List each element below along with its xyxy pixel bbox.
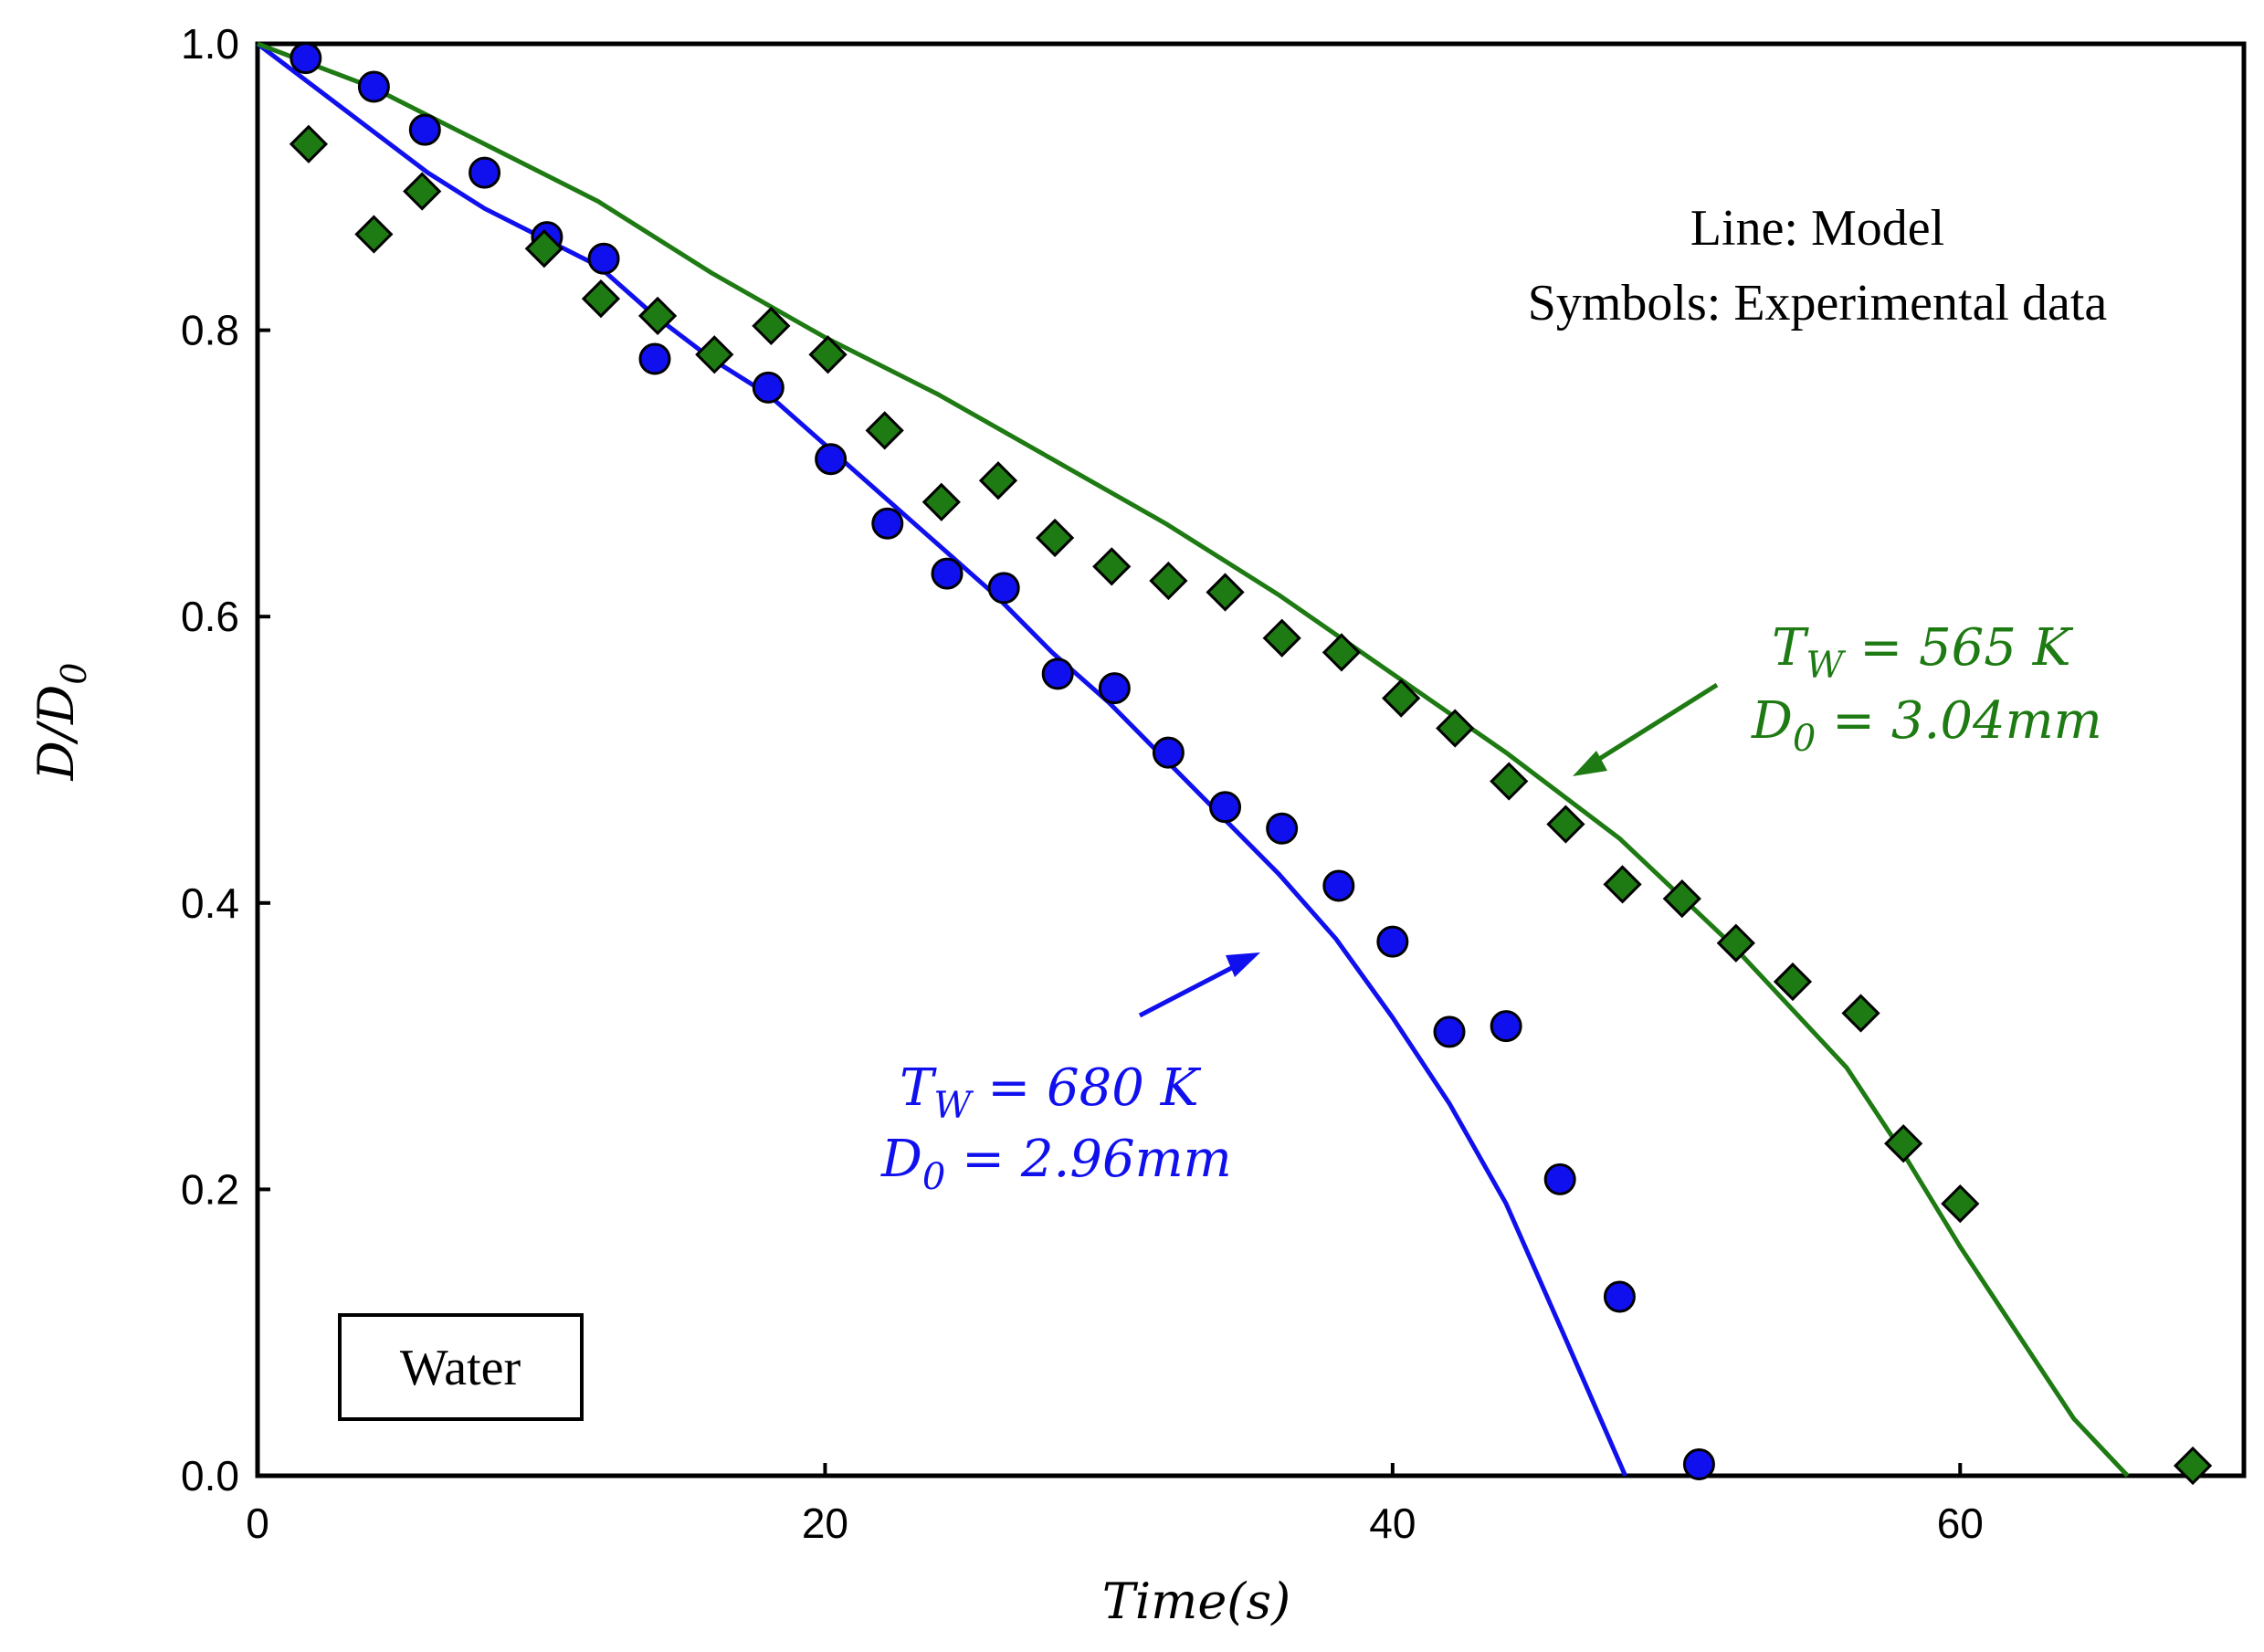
data-point-565k <box>403 172 442 211</box>
legend-note-line2: Symbols: Experimental data <box>1528 275 2108 331</box>
data-point-680k <box>408 113 441 146</box>
data-point-565k <box>1662 879 1701 919</box>
data-point-565k <box>865 411 904 450</box>
x-tick-label: 0 <box>246 1499 269 1547</box>
data-point-565k <box>2173 1446 2213 1486</box>
data-point-565k <box>637 296 678 336</box>
x-axis-ticks: 0 20 40 60 <box>246 1463 1984 1547</box>
water-label: Water <box>400 1340 521 1396</box>
water-box <box>338 1313 584 1421</box>
y-tick-label: 1.0 <box>181 20 239 68</box>
data-point-680k <box>587 242 620 275</box>
data-point-565k <box>1716 923 1755 963</box>
data-point-680k <box>1433 1015 1466 1048</box>
data-point-565k <box>1841 994 1880 1033</box>
data-point-680k <box>1490 1010 1522 1043</box>
data-point-680k <box>1266 812 1299 845</box>
data-point-565k <box>1035 518 1075 558</box>
data-point-565k <box>1436 709 1475 748</box>
x-tick-label: 20 <box>802 1499 848 1547</box>
data-point-680k <box>987 572 1020 605</box>
data-point-565k <box>289 124 329 163</box>
data-point-565k <box>1262 618 1301 658</box>
y-axis-ticks: 0.0 0.2 0.4 0.6 0.8 1.0 <box>181 20 270 1499</box>
data-point-565k <box>752 306 791 346</box>
data-point-565k <box>1941 1184 1980 1224</box>
y-tick-label: 0.8 <box>181 307 239 354</box>
svg-text:TW = 680 K: TW = 680 K <box>900 1058 1202 1127</box>
data-point-680k <box>931 557 964 590</box>
x-axis-title: Time(s) <box>1102 1573 1290 1630</box>
annotation-565k: TW = 565 K D0 = 3.04mm <box>1751 618 2102 760</box>
svg-text:D0 = 3.04mm: D0 = 3.04mm <box>1751 691 2102 760</box>
data-point-565k <box>1206 573 1245 612</box>
legend-note-line1: Line: Model <box>1690 200 1944 257</box>
data-point-565k <box>695 335 734 374</box>
arrowhead-565k <box>1573 751 1607 776</box>
data-point-680k <box>1603 1280 1636 1313</box>
plot-frame <box>255 41 2247 1478</box>
data-point-680k <box>815 443 848 476</box>
data-point-565k <box>1092 547 1132 586</box>
arrow-680k <box>1138 960 1244 1018</box>
svg-text:D0 = 2.96mm: D0 = 2.96mm <box>880 1130 1232 1198</box>
data-point-565k <box>921 482 961 521</box>
data-point-680k <box>1209 791 1242 824</box>
svg-text:D/D0: D/D0 <box>27 663 94 782</box>
data-point-680k <box>1376 925 1409 958</box>
data-point-680k <box>1322 869 1355 902</box>
data-point-565k <box>1546 805 1585 844</box>
data-point-680k <box>1543 1163 1576 1195</box>
data-point-565k <box>1149 561 1188 601</box>
data-point-565k <box>978 461 1018 500</box>
data-point-565k <box>808 335 848 374</box>
data-point-565k <box>1603 865 1642 904</box>
x-tick-label: 40 <box>1369 1499 1416 1547</box>
model-lines <box>256 41 2130 1478</box>
data-point-680k <box>290 42 322 75</box>
model-line-565k <box>257 41 2130 1478</box>
data-point-680k <box>1682 1447 1715 1480</box>
model-line-680k <box>256 42 1627 1477</box>
y-axis-title: D/D0 <box>27 663 94 782</box>
data-point-565k <box>524 229 563 268</box>
data-point-680k <box>357 70 390 103</box>
data-point-565k <box>1773 962 1813 1002</box>
data-point-680k <box>1152 736 1185 769</box>
arrowhead-680k <box>1226 952 1260 977</box>
data-point-680k <box>1041 658 1074 690</box>
data-point-565k <box>354 215 394 254</box>
arrow-565k <box>1587 682 1719 768</box>
y-tick-label: 0.4 <box>181 879 239 927</box>
data-point-565k <box>581 279 621 319</box>
data-point-565k <box>1322 633 1362 672</box>
data-point-680k <box>469 156 501 189</box>
annotation-680k: TW = 680 K D0 = 2.96mm <box>880 1058 1232 1198</box>
data-point-680k <box>752 371 785 404</box>
data-point-565k <box>1884 1124 1923 1163</box>
x-tick-label: 60 <box>1937 1499 1984 1547</box>
data-point-565k <box>1382 679 1421 718</box>
experimental-markers <box>289 42 2213 1486</box>
data-point-565k <box>1490 762 1529 801</box>
y-tick-label: 0.6 <box>181 593 239 640</box>
svg-text:TW = 565 K: TW = 565 K <box>1772 618 2074 687</box>
data-point-680k <box>638 342 671 375</box>
y-tick-label: 0.2 <box>181 1165 239 1213</box>
data-point-680k <box>871 507 904 540</box>
y-tick-label: 0.0 <box>181 1452 239 1499</box>
data-point-680k <box>1098 672 1131 705</box>
